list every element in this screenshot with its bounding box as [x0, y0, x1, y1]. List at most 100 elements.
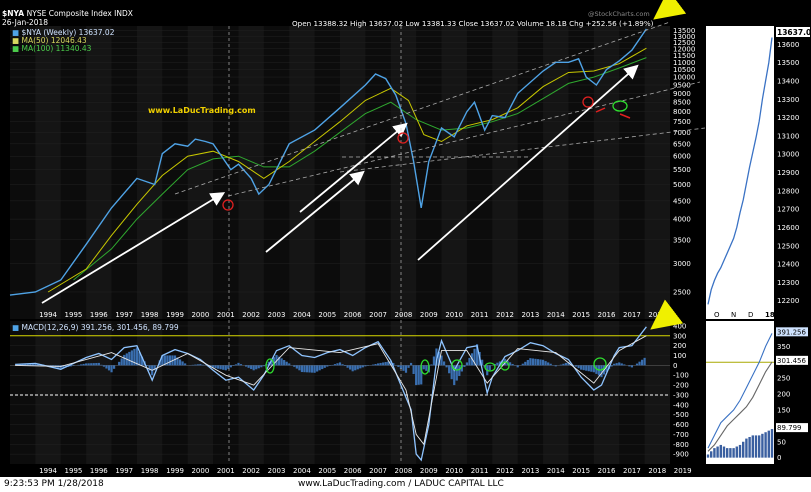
macd-hist-bar	[168, 355, 172, 366]
macd-hist-bar	[313, 365, 316, 373]
macd-x-label: 2013	[521, 467, 539, 475]
macd-hist-bar	[222, 365, 225, 370]
zoom-price-tick: 13600	[777, 41, 799, 49]
year-band-2010	[441, 26, 467, 319]
macd-hist-bar	[376, 363, 380, 366]
macd-hist-bar	[488, 365, 491, 371]
macd-hist-bar	[628, 365, 631, 367]
macd-year-band-1996	[86, 321, 112, 464]
price-x-label: 2003	[268, 311, 286, 319]
macd-hist-bar	[34, 362, 37, 366]
macd-hist-bar	[351, 365, 354, 372]
year-band-1996	[86, 26, 112, 319]
zoom-price-panel	[706, 26, 774, 319]
macd-hist-bar	[199, 364, 202, 366]
price-tick-label: 3000	[673, 260, 691, 268]
macd-x-label: 2010	[445, 467, 463, 475]
macd-tick-label: -900	[673, 451, 689, 459]
zoom-macd-hist-bar	[748, 436, 751, 458]
macd-hist-bar	[237, 362, 240, 366]
price-x-label: 2015	[572, 311, 590, 319]
trend-arrow-4	[417, 64, 639, 261]
macd-hist-bar	[288, 363, 291, 366]
macd-year-band-2016	[593, 321, 620, 464]
macd-hist-bar	[247, 365, 250, 368]
macd-hist-bar	[227, 365, 230, 369]
year-band-2002	[238, 26, 264, 319]
macd-hist-bar	[613, 363, 616, 366]
zoom-x-label: 18	[765, 311, 775, 319]
price-x-label: 2010	[445, 311, 463, 319]
macd-hist-bar	[95, 363, 98, 366]
price-x-label: 2006	[344, 311, 362, 319]
macd-tick-label: -100	[673, 372, 689, 380]
macd-hist-bar	[283, 360, 286, 366]
macd-hist-bar	[90, 363, 93, 366]
macd-hist-bar	[343, 365, 347, 366]
zoom-macd-hist-bar	[758, 435, 761, 458]
macd-hist-bar	[166, 355, 169, 366]
macd-tick-label: 400	[673, 322, 686, 330]
macd-hist-bar	[341, 364, 344, 366]
macd-year-band-1994	[35, 321, 61, 464]
zoom-macd-hist-bar	[735, 446, 738, 458]
price-x-label: 2011	[471, 311, 489, 319]
zoom-price-tick: 13200	[777, 114, 799, 122]
macd-hist-bar	[112, 365, 116, 369]
price-x-label: 2008	[395, 311, 413, 319]
price-x-label: 2005	[318, 311, 336, 319]
macd-hist-bar	[184, 363, 187, 366]
price-tick-label: 7500	[673, 118, 691, 126]
macd-hist-bar	[69, 365, 73, 367]
macd-hist-bar	[412, 365, 415, 375]
legend-macd-text: MACD(12,26,9) 391.256, 301.456, 89.799	[21, 323, 179, 332]
series-line-ma-100-	[73, 57, 647, 281]
price-tick-label: 4000	[673, 216, 691, 224]
macd-year-band-2014	[543, 321, 569, 464]
series-line-ma-50-	[47, 47, 647, 293]
macd-hist-bar	[455, 365, 458, 381]
zoom-macd-x-label: D	[748, 467, 753, 475]
price-x-label: 2017	[623, 311, 641, 319]
macd-year-band-2018	[644, 321, 670, 464]
price-tick-label: 2500	[673, 288, 691, 296]
macd-hist-bar	[280, 358, 283, 366]
macd-hist-bar	[442, 361, 446, 366]
macd-hist-bar	[475, 344, 479, 366]
zoom-price-tick: 13400	[777, 77, 799, 85]
year-band-1994	[35, 26, 61, 319]
macd-hist-bar	[544, 361, 547, 366]
macd-x-label: 2001	[217, 467, 235, 475]
macd-hist-bar	[59, 365, 62, 369]
zoom-macd-hist-bar	[770, 429, 774, 458]
zoom-macd-tick: 50	[777, 438, 786, 446]
macd-hist-bar	[326, 365, 329, 367]
green-ellipse-2016	[612, 100, 628, 112]
zoom-macd-hist-bar	[761, 433, 764, 458]
macd-hist-bar	[229, 365, 232, 368]
zoom-macd-hist-bar	[713, 448, 716, 458]
price-tick-label: 8500	[673, 99, 691, 107]
watermark: www.LaDucTrading.com	[148, 106, 256, 115]
year-band-2018	[644, 26, 670, 319]
macd-hist-bar	[31, 363, 34, 366]
macd-hist-bar	[448, 365, 451, 374]
zoom-price-tick: 12700	[777, 206, 799, 214]
macd-hist-bar	[173, 355, 177, 366]
macd-hist-bar	[250, 365, 253, 370]
macd-hist-bar	[430, 364, 433, 366]
macd-hist-bar	[374, 363, 377, 366]
macd-hist-bar	[272, 357, 276, 366]
zoom-macd-line-1	[707, 361, 773, 452]
macd-hist-bar	[336, 363, 339, 366]
macd-hist-bar	[595, 365, 598, 374]
footer-timestamp: 9:23:53 PM 1/28/2018	[4, 479, 104, 489]
macd-x-label: 2002	[242, 467, 260, 475]
year-band-2008	[390, 26, 417, 319]
header-symbol: $NYA NYSE Composite Index INDX	[2, 9, 133, 18]
macd-tick-label: 0	[673, 362, 677, 370]
zoom-macd-label: 301.456	[777, 357, 806, 365]
macd-tick-label: 200	[673, 342, 686, 350]
macd-hist-bar	[397, 365, 400, 367]
macd-hist-bar	[582, 365, 585, 371]
